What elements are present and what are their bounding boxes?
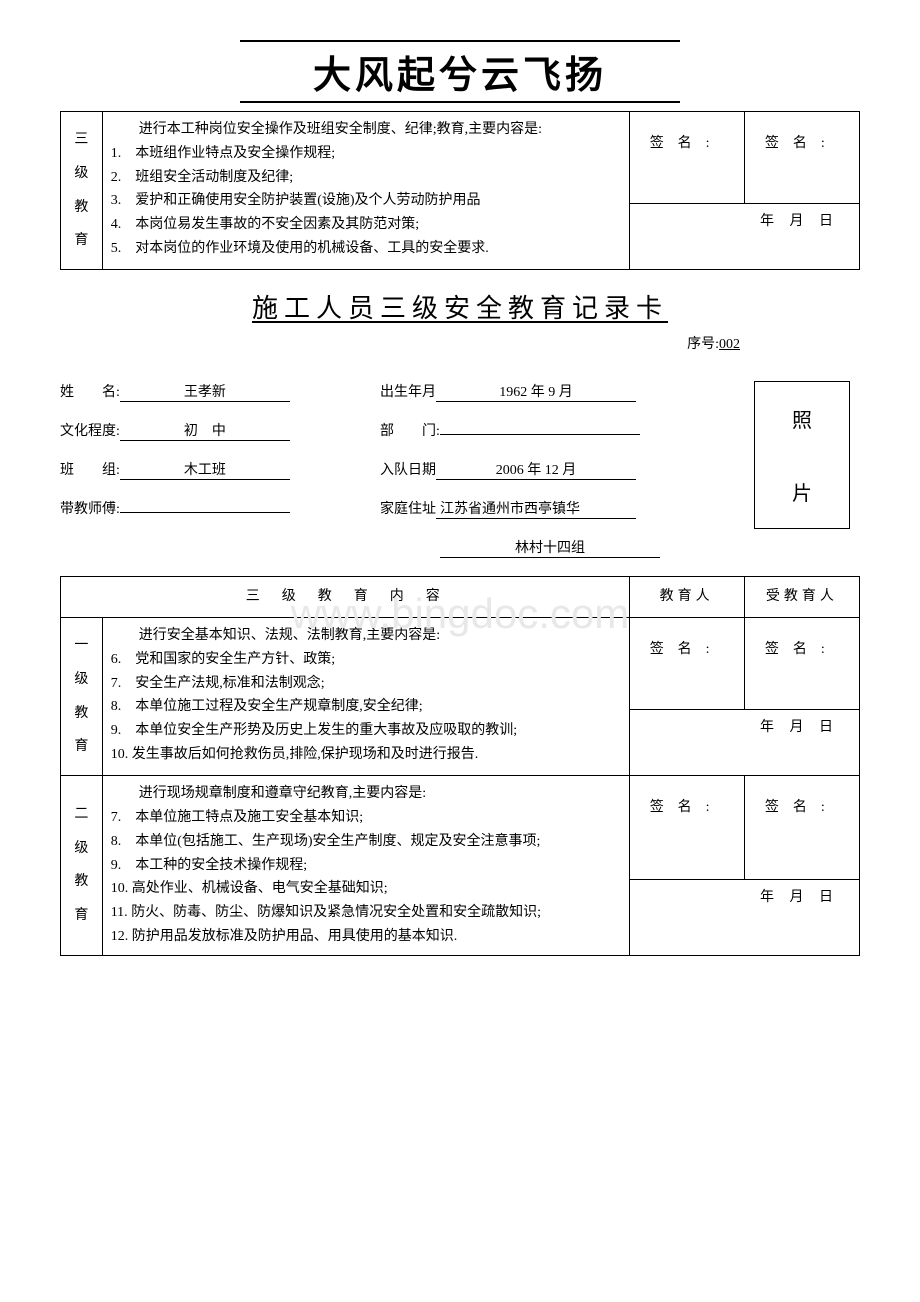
list-item: 8. 本单位(包括施工、生产现场)安全生产制度、规定及安全注意事项; <box>111 830 621 854</box>
list-item: 9. 本单位安全生产形势及历史上发生的重大事故及应吸取的教训; <box>111 719 621 743</box>
list-item: 10. 发生事故后如何抢救伤员,排险,保护现场和及时进行报告. <box>111 743 621 767</box>
team-label: 班 组: <box>60 459 120 479</box>
educator-sign-cell: 签名: <box>629 112 744 204</box>
l2-educatee-sign: 签名: <box>744 776 859 880</box>
main-education-table: 三 级 教 育 内 容 教育人 受教育人 一级教育 进行安全基本知识、法规、法制… <box>60 576 860 956</box>
join-label: 入队日期 <box>380 459 436 479</box>
level-2-list: 7. 本单位施工特点及施工安全基本知识; 8. 本单位(包括施工、生产现场)安全… <box>111 806 621 949</box>
name-label: 姓 名: <box>60 381 120 401</box>
birth-label: 出生年月 <box>380 381 436 401</box>
teacher-label: 带教师傅: <box>60 498 120 518</box>
join-value: 2006 年 12 月 <box>436 459 636 480</box>
level-3-label: 三级教育 <box>61 112 103 270</box>
main-title: 大风起兮云飞扬 <box>240 40 680 103</box>
level-2-content: 进行现场规章制度和遵章守纪教育,主要内容是: 7. 本单位施工特点及施工安全基本… <box>102 776 629 956</box>
sub-title: 施工人员三级安全教育记录卡 <box>60 288 860 325</box>
list-item: 10. 高处作业、机械设备、电气安全基础知识; <box>111 877 621 901</box>
edu-value: 初 中 <box>120 420 290 441</box>
photo-label-1: 照 <box>792 404 812 433</box>
level-1-content: 进行安全基本知识、法规、法制教育,主要内容是: 6. 党和国家的安全生产方针、政… <box>102 617 629 775</box>
l1-educatee-sign: 签名: <box>744 617 859 709</box>
seq-value: 002 <box>719 337 740 352</box>
level-1-intro: 进行安全基本知识、法规、法制教育,主要内容是: <box>111 624 621 648</box>
date-cell: 年 月 日 <box>629 203 859 269</box>
list-item: 3. 爱护和正确使用安全防护装置(设施)及个人劳动防护用品 <box>111 189 621 213</box>
level-1-list: 6. 党和国家的安全生产方针、政策; 7. 安全生产法规,标准和法制观念; 8.… <box>111 648 621 767</box>
addr-label: 家庭住址 <box>380 498 436 518</box>
level-2-intro: 进行现场规章制度和遵章守纪教育,主要内容是: <box>111 782 621 806</box>
l2-educator-sign: 签名: <box>629 776 744 880</box>
dept-label: 部 门: <box>380 420 440 440</box>
educatee-sign-cell: 签名: <box>744 112 859 204</box>
level-2-label: 二级教育 <box>61 776 103 956</box>
list-item: 4. 本岗位易发生事故的不安全因素及其防范对策; <box>111 213 621 237</box>
l2-date-cell: 年 月 日 <box>629 880 859 955</box>
birth-value: 1962 年 9 月 <box>436 381 636 402</box>
header-educator: 教育人 <box>629 577 744 618</box>
photo-placeholder: 照 片 <box>754 381 850 529</box>
dept-value <box>440 434 640 435</box>
edu-label: 文化程度: <box>60 420 120 440</box>
level-3-content: 进行本工种岗位安全操作及班组安全制度、纪律;教育,主要内容是: 1. 本班组作业… <box>102 112 629 270</box>
level-3-list: 1. 本班组作业特点及安全操作规程; 2. 班组安全活动制度及纪律; 3. 爱护… <box>111 142 621 261</box>
addr-value-1: 江苏省通州市西亭镇华 <box>436 498 636 519</box>
top-education-table: 三级教育 进行本工种岗位安全操作及班组安全制度、纪律;教育,主要内容是: 1. … <box>60 111 860 270</box>
level-3-intro: 进行本工种岗位安全操作及班组安全制度、纪律;教育,主要内容是: <box>111 118 621 142</box>
list-item: 8. 本单位施工过程及安全生产规章制度,安全纪律; <box>111 695 621 719</box>
list-item: 11. 防火、防毒、防尘、防爆知识及紧急情况安全处置和安全疏散知识; <box>111 901 621 925</box>
list-item: 7. 本单位施工特点及施工安全基本知识; <box>111 806 621 830</box>
l1-educator-sign: 签名: <box>629 617 744 709</box>
addr-value-2: 林村十四组 <box>440 537 660 558</box>
header-educatee: 受教育人 <box>744 577 859 618</box>
name-value: 王孝新 <box>120 381 290 402</box>
list-item: 2. 班组安全活动制度及纪律; <box>111 166 621 190</box>
list-item: 1. 本班组作业特点及安全操作规程; <box>111 142 621 166</box>
l1-date-cell: 年 月 日 <box>629 709 859 775</box>
header-content: 三 级 教 育 内 容 <box>61 577 630 618</box>
list-item: 12. 防护用品发放标准及防护用品、用具使用的基本知识. <box>111 925 621 949</box>
teacher-value <box>120 512 290 513</box>
photo-label-2: 片 <box>792 477 812 506</box>
personal-info-form: 姓 名: 王孝新 出生年月 1962 年 9 月 文化程度: 初 中 部 门: … <box>60 381 860 558</box>
seq-label: 序号: <box>687 337 719 352</box>
list-item: 5. 对本岗位的作业环境及使用的机械设备、工具的安全要求. <box>111 237 621 261</box>
list-item: 7. 安全生产法规,标准和法制观念; <box>111 672 621 696</box>
list-item: 9. 本工种的安全技术操作规程; <box>111 854 621 878</box>
team-value: 木工班 <box>120 459 290 480</box>
sequence-row: 序号:002 <box>60 333 860 353</box>
list-item: 6. 党和国家的安全生产方针、政策; <box>111 648 621 672</box>
level-1-label: 一级教育 <box>61 617 103 775</box>
